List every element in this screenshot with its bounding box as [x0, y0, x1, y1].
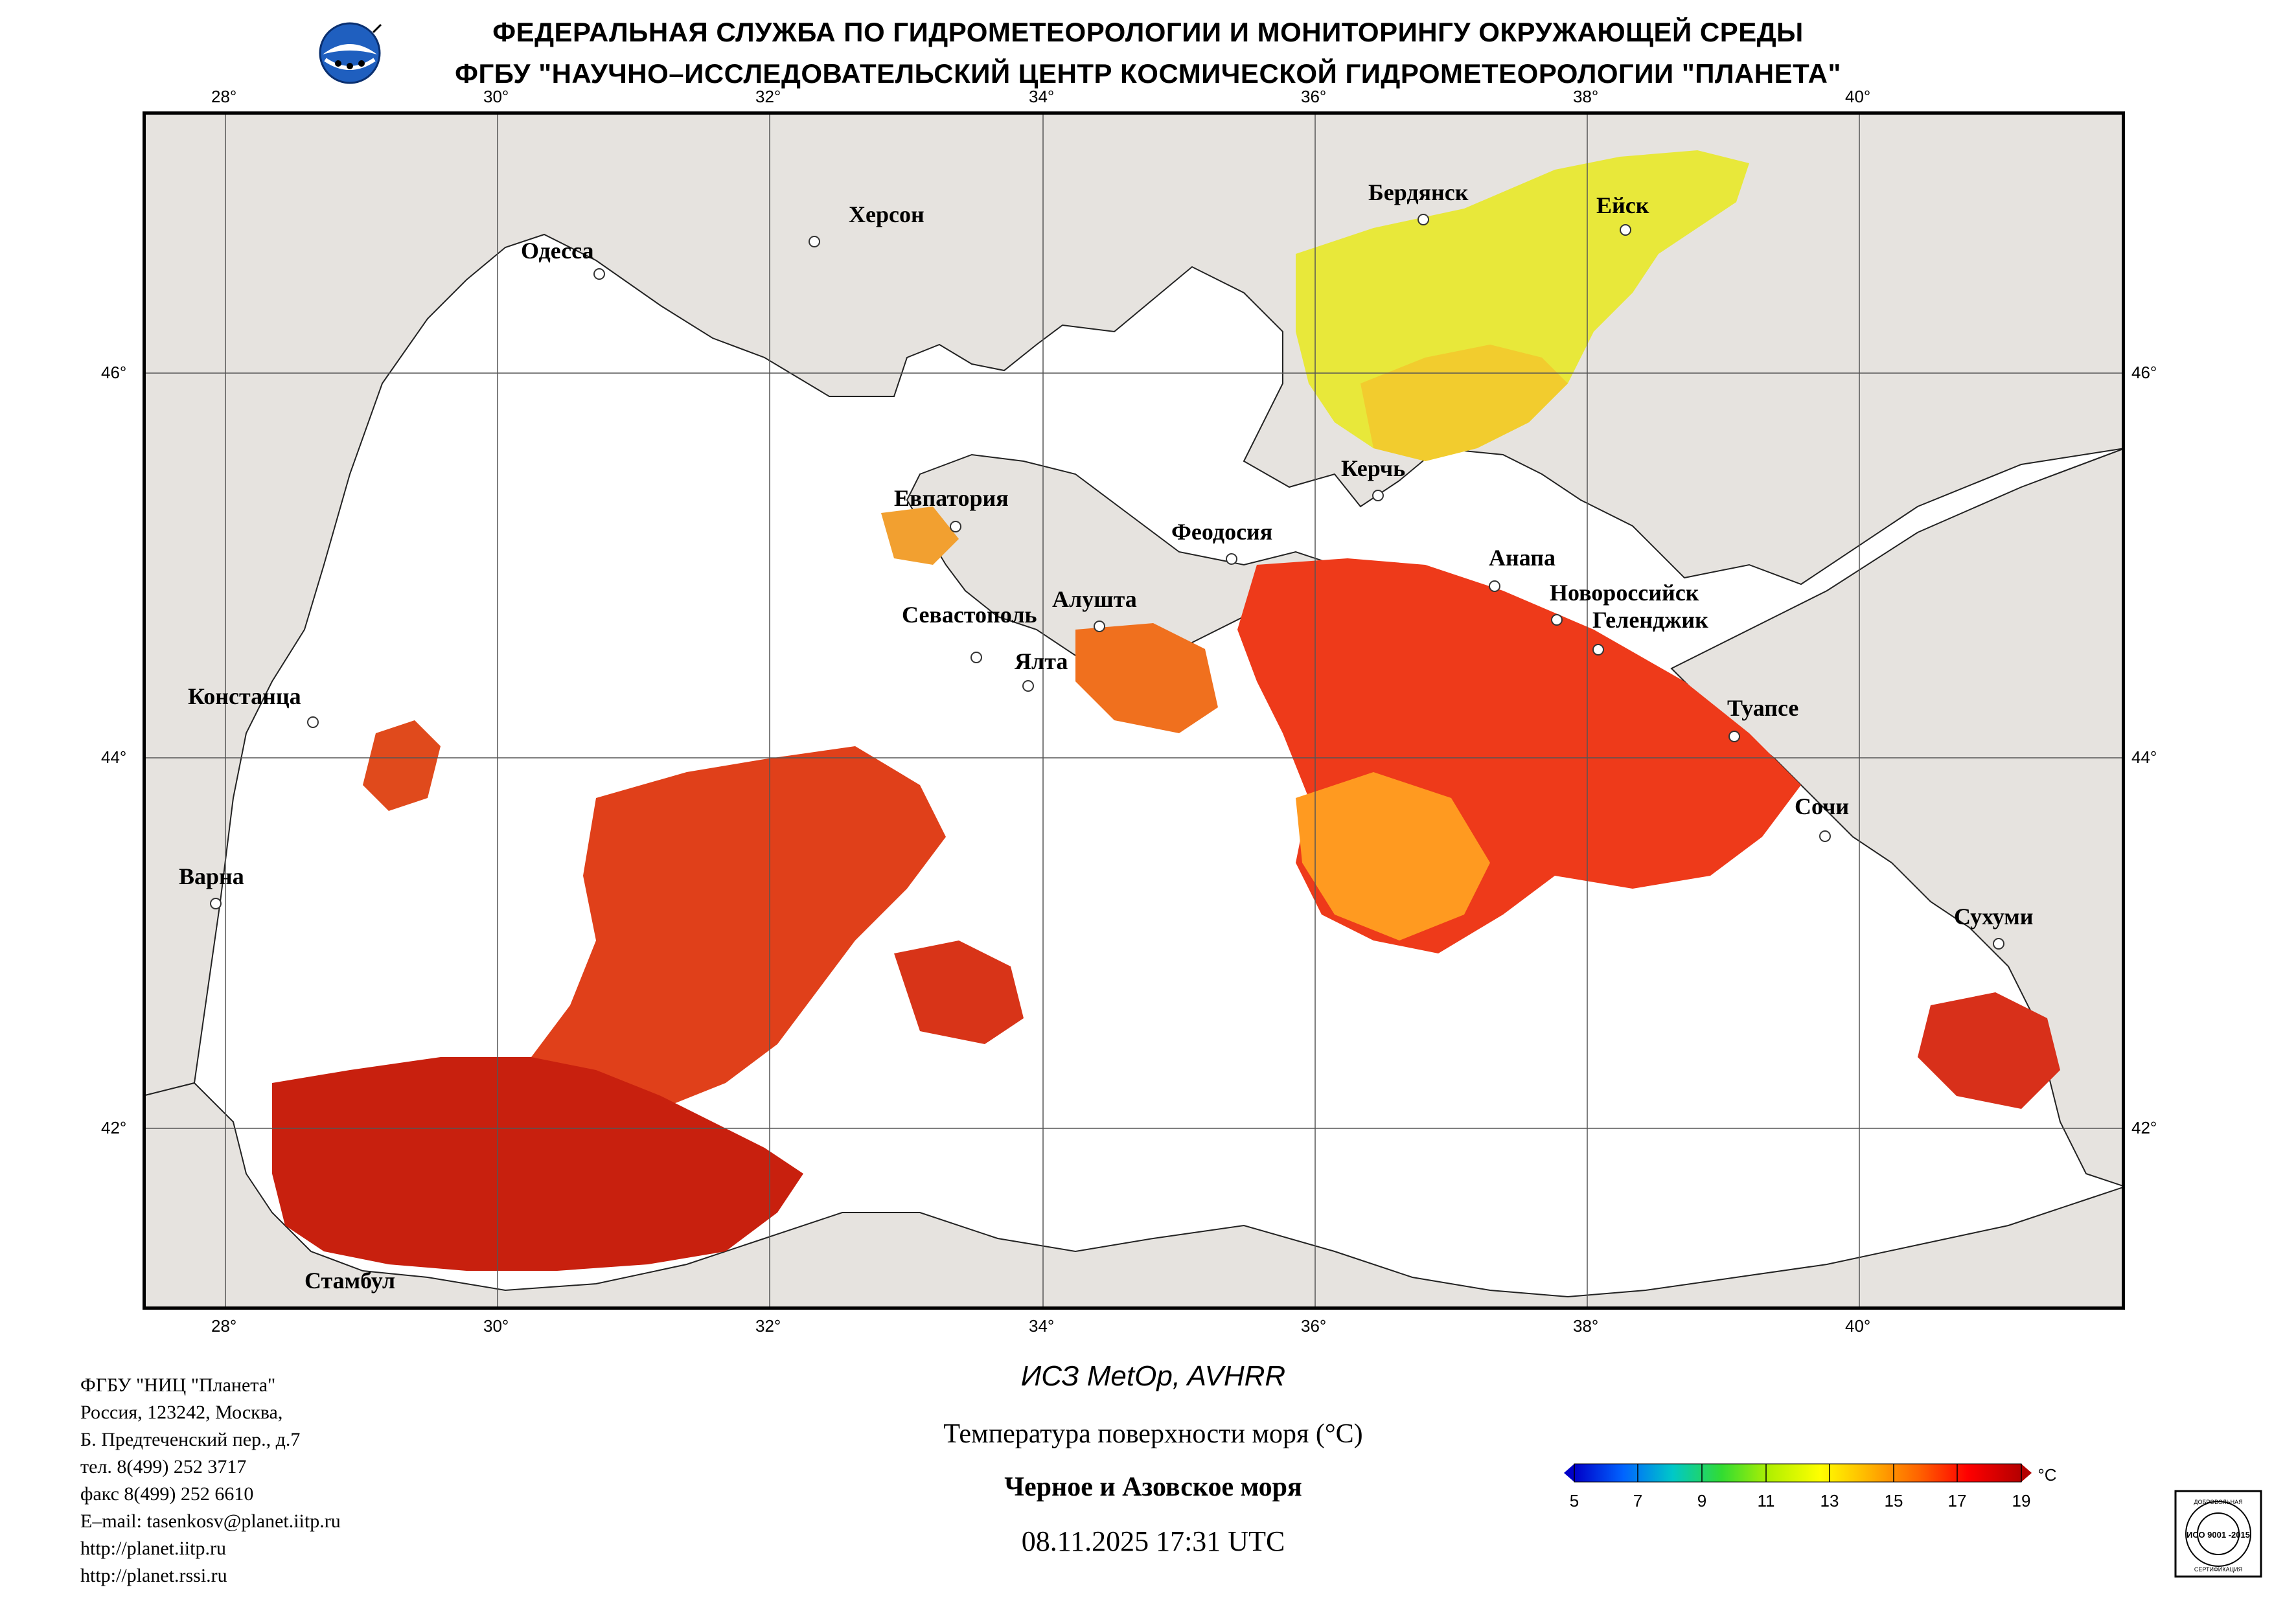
- iso-certification-icon: ДОБРОВОЛЬНАЯ ИСО 9001 -2015 СЕРТИФИКАЦИЯ: [2174, 1490, 2262, 1578]
- parameter-label: Температура поверхности моря (°С): [943, 1419, 1363, 1449]
- map-svg: [143, 111, 2125, 1310]
- cert-top-text: ДОБРОВОЛЬНАЯ: [2194, 1499, 2242, 1505]
- city-marker: [1226, 553, 1237, 565]
- city-label: Анапа: [1489, 545, 1556, 571]
- lon-tick-top: 36°: [1301, 87, 1327, 106]
- datetime-label: 08.11.2025 17:31 UTC: [1021, 1525, 1285, 1557]
- org-line: Б. Предтеченский пер., д.7: [80, 1429, 301, 1450]
- sst-black-sea: [272, 507, 2060, 1271]
- lon-tick-top: 38°: [1573, 87, 1599, 106]
- header: ФЕДЕРАЛЬНАЯ СЛУЖБА ПО ГИДРОМЕТЕОРОЛОГИИ …: [0, 12, 2296, 95]
- city-marker: [809, 236, 820, 247]
- org-fax: факс 8(499) 252 6610: [80, 1483, 254, 1505]
- lon-tick-bottom: 38°: [1573, 1316, 1599, 1336]
- lat-tick-right: 44°: [2131, 747, 2157, 767]
- city-label: Херсон: [849, 201, 924, 227]
- lon-tick-bottom: 32°: [755, 1316, 781, 1336]
- colorbar: 5 7 9 11 13 15 17 19 °С: [1564, 1461, 2057, 1526]
- city-label: Алушта: [1052, 586, 1137, 612]
- lon-tick-top: 30°: [483, 87, 509, 106]
- cert-bottom-text: СЕРТИФИКАЦИЯ: [2194, 1566, 2242, 1573]
- org-url[interactable]: http://planet.iitp.ru: [80, 1538, 226, 1559]
- lon-tick-top: 28°: [211, 87, 237, 106]
- org-email[interactable]: E–mail: tasenkosv@planet.iitp.ru: [80, 1510, 341, 1532]
- lat-tick-left: 42°: [101, 1118, 127, 1137]
- colorbar-tick: 5: [1570, 1491, 1579, 1510]
- organization-info: ФГБУ "НИЦ "Планета" Россия, 123242, Моск…: [80, 1372, 341, 1590]
- city-label: Евпатория: [894, 485, 1009, 511]
- city-marker: [1592, 644, 1604, 655]
- city-label: Сухуми: [1954, 904, 2034, 929]
- org-line: ФГБУ "НИЦ "Планета": [80, 1374, 276, 1396]
- lon-tick-top: 34°: [1029, 87, 1055, 106]
- city-marker: [970, 652, 982, 663]
- sst-map: [143, 111, 2125, 1310]
- org-url[interactable]: http://planet.rssi.ru: [80, 1565, 227, 1586]
- city-label: Сочи: [1795, 793, 1850, 819]
- lon-tick-top: 32°: [755, 87, 781, 106]
- city-marker: [1819, 830, 1831, 842]
- city-marker: [210, 898, 222, 909]
- org-phone: тел. 8(499) 252 3717: [80, 1456, 247, 1477]
- colorbar-tick: 17: [1948, 1491, 1967, 1510]
- colorbar-svg: 5 7 9 11 13 15 17 19 °С: [1564, 1463, 2057, 1510]
- satellite-label: ИСЗ MetOp, AVHRR: [1020, 1360, 1286, 1392]
- city-marker: [1094, 621, 1105, 632]
- lon-tick-top: 40°: [1845, 87, 1871, 106]
- city-marker: [1728, 731, 1740, 742]
- colorbar-tick: 11: [1758, 1491, 1775, 1510]
- city-marker: [593, 268, 605, 280]
- city-label: Туапсе: [1727, 695, 1799, 721]
- colorbar-tick: 7: [1633, 1491, 1642, 1510]
- org-line: Россия, 123242, Москва,: [80, 1402, 283, 1423]
- city-label: Стамбул: [304, 1268, 396, 1294]
- city-marker: [307, 716, 319, 728]
- lon-tick-bottom: 28°: [211, 1316, 237, 1336]
- city-label: Феодосия: [1171, 519, 1273, 545]
- planeta-logo-icon: [319, 22, 382, 84]
- lon-tick-bottom: 34°: [1029, 1316, 1055, 1336]
- city-marker: [1022, 680, 1034, 692]
- city-label: Варна: [179, 863, 244, 889]
- colorbar-tick: 13: [1820, 1491, 1839, 1510]
- header-line-2: ФГБУ "НАУЧНО–ИССЛЕДОВАТЕЛЬСКИЙ ЦЕНТР КОС…: [455, 58, 1841, 89]
- city-label: Новороссийск: [1550, 580, 1699, 606]
- city-marker: [1489, 580, 1500, 592]
- lon-tick-bottom: 36°: [1301, 1316, 1327, 1336]
- lat-tick-left: 46°: [101, 363, 127, 382]
- region-label: Черное и Азовское моря: [1004, 1472, 1302, 1502]
- colorbar-tick: 19: [2012, 1491, 2031, 1510]
- lon-tick-bottom: 40°: [1845, 1316, 1871, 1336]
- city-marker: [1993, 938, 2004, 950]
- header-line-1: ФЕДЕРАЛЬНАЯ СЛУЖБА ПО ГИДРОМЕТЕОРОЛОГИИ …: [492, 17, 1804, 47]
- map-frame: [143, 111, 2125, 1310]
- cert-middle-text: ИСО 9001 -2015: [2187, 1530, 2250, 1540]
- city-label: Ялта: [1015, 648, 1068, 674]
- city-marker: [950, 521, 961, 532]
- lon-tick-bottom: 30°: [483, 1316, 509, 1336]
- city-label: Бердянск: [1368, 179, 1469, 205]
- lat-tick-right: 42°: [2131, 1118, 2157, 1137]
- sst-azov: [1296, 150, 1749, 461]
- city-label: Керчь: [1341, 455, 1406, 481]
- city-label: Ейск: [1596, 192, 1649, 218]
- city-marker: [1372, 490, 1384, 501]
- graticule: [143, 111, 2125, 1310]
- city-label: Одесса: [521, 238, 594, 264]
- city-label: Геленджик: [1592, 607, 1708, 633]
- lat-tick-left: 44°: [101, 747, 127, 767]
- land: [143, 111, 2125, 1310]
- lat-tick-right: 46°: [2131, 363, 2157, 382]
- city-marker: [1551, 614, 1563, 626]
- city-marker: [1418, 214, 1429, 225]
- city-marker: [1620, 224, 1631, 236]
- city-label: Констанца: [188, 683, 301, 709]
- colorbar-unit: °С: [2038, 1465, 2056, 1485]
- city-label: Севастополь: [902, 602, 1037, 628]
- colorbar-tick: 9: [1697, 1491, 1706, 1510]
- colorbar-tick: 15: [1885, 1491, 1903, 1510]
